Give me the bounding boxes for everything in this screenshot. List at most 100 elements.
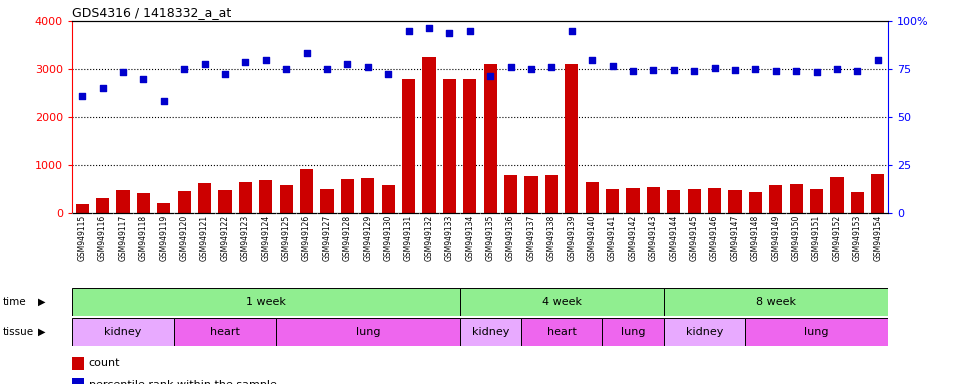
Bar [830, 177, 844, 213]
Point [707, 65, 722, 71]
Point [666, 67, 682, 73]
Point [483, 73, 498, 79]
Bar [218, 190, 231, 213]
Bar [76, 205, 89, 213]
Bar [341, 179, 354, 213]
Bar [259, 180, 273, 213]
Point [523, 66, 539, 72]
Bar [663, 318, 745, 346]
Bar [276, 318, 460, 346]
Bar [381, 185, 395, 213]
Point [177, 66, 192, 72]
Point [462, 28, 477, 34]
Point [768, 68, 783, 74]
Text: lung: lung [621, 326, 645, 337]
Point [75, 93, 90, 99]
Point [258, 58, 274, 64]
Bar [157, 203, 171, 213]
Point [543, 64, 559, 70]
Bar [300, 169, 313, 213]
Text: tissue: tissue [3, 326, 34, 337]
Text: ▶: ▶ [38, 297, 46, 307]
Bar [586, 182, 599, 213]
Point [421, 25, 437, 31]
Text: 4 week: 4 week [541, 297, 582, 307]
Bar [116, 190, 130, 213]
Bar [239, 182, 252, 213]
Bar [851, 192, 864, 213]
Bar [789, 184, 803, 213]
Text: kidney: kidney [105, 326, 142, 337]
Bar [96, 198, 109, 213]
Bar [178, 190, 191, 213]
Bar [484, 64, 497, 213]
Bar [544, 175, 558, 213]
Point [728, 67, 743, 73]
Point [625, 68, 640, 74]
Point [870, 58, 885, 64]
Point [278, 66, 294, 72]
Point [135, 76, 151, 82]
Point [850, 68, 865, 74]
Bar [606, 189, 619, 213]
Text: 8 week: 8 week [756, 297, 796, 307]
Bar [708, 188, 721, 213]
Point [320, 66, 335, 72]
Bar [198, 183, 211, 213]
Bar [402, 79, 416, 213]
Text: GDS4316 / 1418332_a_at: GDS4316 / 1418332_a_at [72, 5, 231, 18]
Point [197, 61, 212, 68]
Bar [460, 318, 521, 346]
Bar [745, 318, 888, 346]
Bar [603, 318, 663, 346]
Bar [72, 288, 460, 316]
Bar [524, 176, 538, 213]
Text: 1 week: 1 week [246, 297, 286, 307]
Point [299, 50, 314, 56]
Point [809, 68, 825, 74]
Bar [667, 190, 681, 213]
Bar [729, 190, 742, 213]
Point [360, 64, 375, 70]
Bar [810, 189, 824, 213]
Bar [749, 192, 762, 213]
Bar [321, 189, 334, 213]
Bar [136, 193, 150, 213]
Bar [769, 185, 782, 213]
Text: heart: heart [210, 326, 240, 337]
Bar [443, 79, 456, 213]
Text: lung: lung [804, 326, 828, 337]
Point [115, 68, 131, 74]
Bar [626, 188, 639, 213]
Point [503, 64, 518, 70]
Text: kidney: kidney [685, 326, 723, 337]
Bar [521, 318, 603, 346]
Bar [871, 174, 884, 213]
Point [217, 71, 232, 77]
Bar [72, 357, 84, 370]
Bar [647, 187, 660, 213]
Bar [565, 64, 579, 213]
Point [380, 71, 396, 77]
Point [238, 59, 253, 65]
Point [829, 66, 845, 72]
Text: kidney: kidney [471, 326, 509, 337]
Bar [504, 175, 517, 213]
Bar [422, 57, 436, 213]
Point [748, 66, 763, 72]
Bar [663, 288, 888, 316]
Point [156, 98, 172, 104]
Bar [72, 318, 174, 346]
Text: heart: heart [546, 326, 577, 337]
Point [788, 68, 804, 74]
Text: ▶: ▶ [38, 326, 46, 337]
Bar [463, 79, 476, 213]
Point [585, 58, 600, 64]
Bar [279, 185, 293, 213]
Point [605, 63, 620, 69]
Text: time: time [3, 297, 27, 307]
Point [401, 28, 417, 34]
Point [95, 85, 110, 91]
Point [646, 67, 661, 73]
Text: count: count [88, 358, 120, 368]
